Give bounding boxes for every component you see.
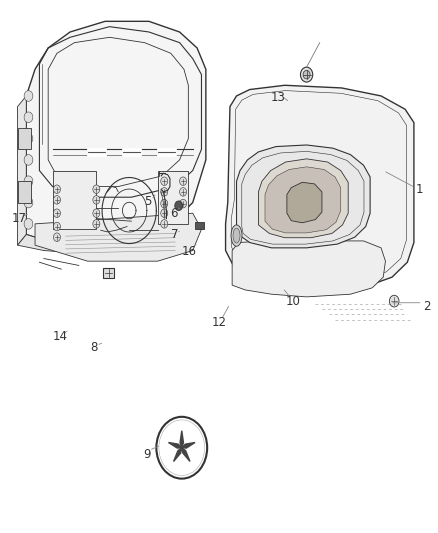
Text: 17: 17 [11,212,26,225]
Ellipse shape [231,225,242,246]
Polygon shape [158,171,188,224]
Circle shape [24,197,33,208]
Circle shape [156,417,207,479]
Circle shape [180,177,187,185]
Text: 10: 10 [286,295,301,308]
Circle shape [24,133,33,144]
Circle shape [161,188,168,196]
Polygon shape [258,159,348,238]
Polygon shape [226,85,414,292]
Text: 6: 6 [170,207,178,220]
Polygon shape [237,145,370,248]
Circle shape [53,222,60,231]
Text: 8: 8 [91,341,98,354]
Circle shape [161,199,168,208]
Circle shape [53,233,60,241]
Circle shape [175,201,183,211]
Polygon shape [18,96,26,245]
Circle shape [24,91,33,101]
Text: 12: 12 [212,316,226,329]
Polygon shape [53,171,96,229]
Circle shape [161,209,168,217]
Polygon shape [26,21,206,245]
Circle shape [93,196,100,204]
Circle shape [389,295,399,307]
Circle shape [303,70,310,79]
Circle shape [300,67,313,82]
Polygon shape [287,182,322,223]
Circle shape [24,112,33,123]
Circle shape [93,185,100,193]
Polygon shape [180,431,184,448]
Text: 7: 7 [170,228,178,241]
Polygon shape [195,222,204,229]
Polygon shape [18,181,31,203]
Polygon shape [265,167,341,233]
Polygon shape [173,448,182,462]
Circle shape [161,177,168,185]
Polygon shape [182,448,190,462]
Polygon shape [232,241,385,297]
Circle shape [180,199,187,208]
Polygon shape [18,229,166,256]
Text: 2: 2 [423,300,431,313]
Circle shape [53,209,60,217]
Text: 9: 9 [143,448,151,461]
Polygon shape [103,268,114,278]
Text: 1: 1 [416,183,424,196]
Text: 14: 14 [53,330,68,343]
Circle shape [93,220,100,228]
Text: 13: 13 [271,91,286,103]
Text: 16: 16 [182,245,197,258]
Circle shape [53,185,60,193]
Circle shape [93,209,100,217]
Polygon shape [182,442,195,448]
Circle shape [180,188,187,196]
Circle shape [53,196,60,204]
Polygon shape [18,128,31,149]
Ellipse shape [233,228,240,243]
Text: 5: 5 [145,195,152,208]
Polygon shape [169,442,182,448]
Circle shape [24,219,33,229]
Circle shape [24,176,33,187]
Circle shape [161,220,168,228]
Circle shape [24,155,33,165]
Polygon shape [35,213,201,261]
